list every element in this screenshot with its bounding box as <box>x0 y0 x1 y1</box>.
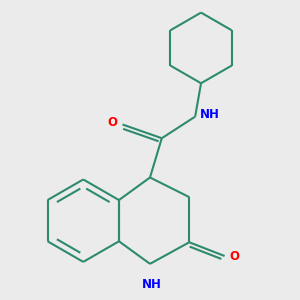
Text: O: O <box>108 116 118 129</box>
Text: NH: NH <box>142 278 162 291</box>
Text: NH: NH <box>200 108 220 121</box>
Text: O: O <box>229 250 239 262</box>
